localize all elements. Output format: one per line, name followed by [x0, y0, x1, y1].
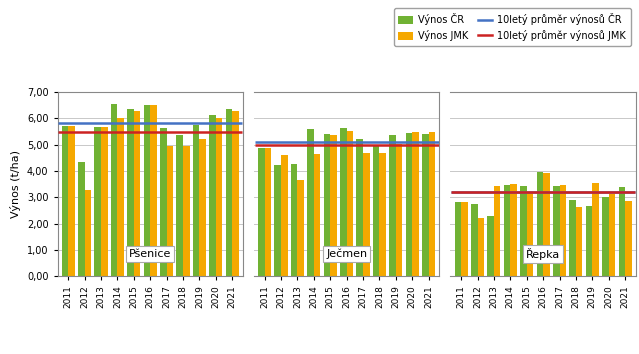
Bar: [160, 127, 167, 276]
Bar: [258, 148, 265, 276]
Bar: [454, 202, 461, 276]
Bar: [412, 132, 419, 276]
Bar: [199, 138, 206, 276]
Bar: [84, 190, 91, 276]
Bar: [61, 126, 68, 276]
Legend: Výnos ČR, Výnos JMK, 10letý průměr výnosů ČR, 10letý průměr výnosů JMK: Výnos ČR, Výnos JMK, 10letý průměr výnos…: [394, 8, 631, 46]
Bar: [576, 207, 583, 276]
Bar: [232, 111, 239, 276]
Bar: [592, 183, 599, 276]
Bar: [569, 200, 576, 276]
Bar: [527, 192, 534, 276]
Bar: [494, 185, 500, 276]
Text: Řepka: Řepka: [526, 248, 560, 260]
Bar: [380, 153, 386, 276]
Bar: [297, 180, 304, 276]
Bar: [314, 154, 320, 276]
Bar: [209, 115, 216, 276]
Bar: [586, 206, 592, 276]
Bar: [553, 186, 560, 276]
Bar: [101, 127, 107, 276]
Bar: [422, 134, 429, 276]
Bar: [324, 133, 330, 276]
Bar: [144, 105, 150, 276]
Bar: [118, 118, 124, 276]
Bar: [307, 129, 314, 276]
Bar: [537, 172, 543, 276]
Bar: [134, 111, 141, 276]
Bar: [226, 109, 232, 276]
Bar: [373, 146, 380, 276]
Bar: [461, 202, 468, 276]
Bar: [193, 125, 199, 276]
Bar: [281, 155, 288, 276]
Text: Ječmen: Ječmen: [326, 249, 367, 259]
Bar: [95, 127, 101, 276]
Bar: [471, 204, 477, 276]
Bar: [216, 118, 222, 276]
Bar: [357, 139, 363, 276]
Bar: [389, 136, 396, 276]
Bar: [406, 132, 412, 276]
Bar: [167, 146, 173, 276]
Bar: [78, 162, 84, 276]
Bar: [560, 184, 566, 276]
Bar: [265, 148, 271, 276]
Bar: [150, 105, 157, 276]
Bar: [625, 201, 632, 276]
Bar: [347, 131, 353, 276]
Y-axis label: Výnos (t/ha): Výnos (t/ha): [10, 150, 21, 218]
Bar: [68, 126, 75, 276]
Bar: [330, 135, 337, 276]
Bar: [363, 153, 369, 276]
Bar: [543, 173, 550, 276]
Bar: [396, 144, 403, 276]
Bar: [127, 109, 134, 276]
Bar: [619, 188, 625, 276]
Bar: [176, 135, 183, 276]
Bar: [275, 165, 281, 276]
Bar: [520, 186, 527, 276]
Bar: [111, 104, 118, 276]
Bar: [609, 194, 615, 276]
Bar: [291, 164, 297, 276]
Bar: [429, 132, 435, 276]
Bar: [477, 218, 484, 276]
Text: Pšenice: Pšenice: [129, 249, 171, 259]
Bar: [511, 184, 517, 276]
Bar: [340, 128, 346, 276]
Bar: [504, 185, 511, 276]
Bar: [183, 146, 190, 276]
Bar: [602, 197, 609, 276]
Bar: [488, 216, 494, 276]
